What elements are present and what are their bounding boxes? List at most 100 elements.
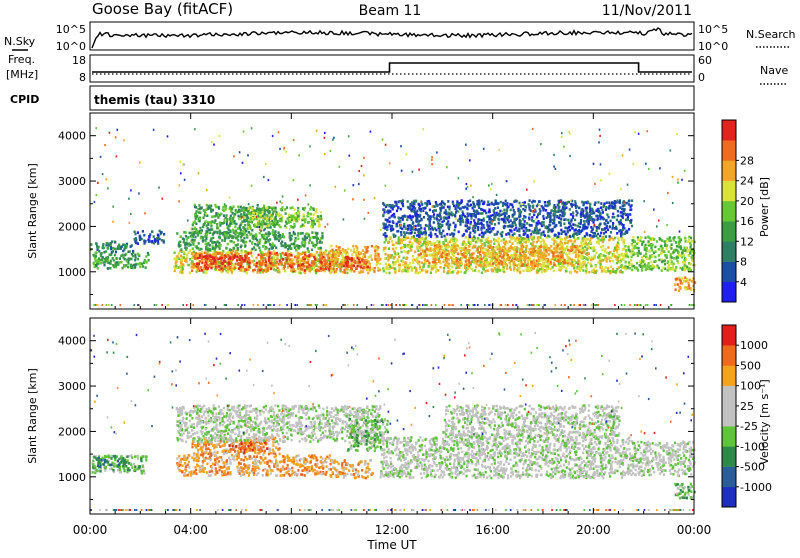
heatmap-cell: [474, 230, 476, 233]
heatmap-cell: [286, 206, 288, 209]
heatmap-cell: [252, 212, 254, 215]
heatmap-cell: [311, 221, 313, 224]
heatmap-cell: [203, 223, 205, 226]
heatmap-cell: [443, 219, 445, 222]
heatmap-cell: [509, 240, 511, 243]
heatmap-cell: [518, 234, 520, 237]
heatmap-cell: [126, 260, 128, 263]
heatmap-cell: [451, 271, 453, 274]
heatmap-cell: [257, 269, 259, 272]
heatmap-cell: [145, 266, 147, 269]
heatmap-cell: [208, 229, 210, 232]
heatmap-cell: [304, 241, 306, 244]
heatmap-cell: [439, 212, 441, 215]
heatmap-cell: [257, 222, 259, 225]
heatmap-cell: [290, 260, 292, 263]
heatmap-cell: [447, 220, 449, 223]
heatmap-cell: [300, 253, 302, 256]
heatmap-cell: [382, 214, 384, 217]
heatmap-cell: [226, 214, 228, 217]
heatmap-cell: [290, 269, 292, 272]
heatmap-cell: [456, 248, 458, 251]
heatmap-cell: [572, 211, 574, 214]
heatmap-cell: [251, 207, 253, 210]
heatmap-cell: [422, 231, 424, 234]
heatmap-cell: [275, 247, 277, 250]
heatmap-cell: [367, 246, 369, 249]
heatmap-cell: [317, 215, 319, 218]
heatmap-cell: [183, 251, 185, 254]
heatmap-cell: [571, 249, 573, 252]
heatmap-cell: [541, 205, 543, 208]
heatmap-cell: [413, 211, 415, 214]
heatmap-cell: [217, 241, 219, 244]
heatmap-cell: [313, 256, 315, 259]
heatmap-cell: [402, 264, 404, 267]
heatmap-cell: [137, 231, 139, 234]
heatmap-cell: [589, 203, 591, 206]
heatmap-cell: [263, 269, 265, 272]
heatmap-cell: [472, 239, 474, 242]
heatmap-cell: [244, 224, 246, 227]
heatmap-cell: [134, 233, 136, 236]
heatmap-cell: [261, 264, 263, 267]
heatmap-cell: [353, 264, 355, 267]
heatmap-cell: [182, 268, 184, 271]
heatmap-cell: [161, 239, 163, 242]
heatmap-cell: [590, 237, 592, 240]
heatmap-cell: [402, 260, 404, 263]
heatmap-cell: [313, 263, 315, 266]
heatmap-cell: [432, 255, 434, 258]
heatmap-cell: [110, 260, 112, 263]
heatmap-cell: [183, 256, 185, 259]
heatmap-cell: [493, 242, 495, 245]
heatmap-cell: [454, 225, 456, 228]
heatmap-cell: [495, 264, 497, 267]
heatmap-cell: [237, 206, 239, 209]
heatmap-cell: [230, 215, 232, 218]
heatmap-cell: [221, 222, 223, 225]
power-heatmap-cells: [90, 127, 696, 306]
heatmap-cell: [581, 209, 583, 212]
heatmap-cell: [231, 271, 233, 274]
heatmap-cell: [557, 259, 559, 262]
heatmap-cell: [277, 235, 279, 238]
heatmap-cell: [597, 261, 599, 264]
heatmap-cell: [431, 249, 433, 252]
heatmap-cell: [557, 255, 559, 258]
heatmap-cell: [552, 255, 554, 258]
heatmap-cell: [327, 263, 329, 266]
heatmap-cell: [605, 266, 607, 269]
heatmap-cell: [436, 240, 438, 243]
heatmap-cell: [384, 227, 386, 230]
heatmap-cell: [382, 222, 384, 225]
heatmap-cell: [315, 218, 317, 221]
heatmap-cell: [466, 224, 468, 227]
heatmap-cell: [391, 215, 393, 218]
heatmap-cell: [196, 230, 198, 233]
heatmap-cell: [572, 223, 574, 226]
heatmap-cell: [207, 249, 209, 252]
heatmap-cell: [233, 241, 235, 244]
heatmap-cell: [394, 268, 396, 271]
heatmap-cell: [539, 249, 541, 252]
heatmap-cell: [235, 237, 237, 240]
heatmap-cell: [523, 253, 525, 256]
heatmap-cell: [274, 237, 276, 240]
heatmap-cell: [243, 209, 245, 212]
heatmap-cell: [619, 271, 621, 274]
heatmap-cell: [402, 205, 404, 208]
heatmap-cell: [440, 233, 442, 236]
heatmap-cell: [567, 249, 569, 252]
heatmap-cell: [179, 265, 181, 268]
heatmap-cell: [582, 262, 584, 265]
heatmap-cell: [156, 237, 158, 240]
heatmap-cell: [293, 243, 295, 246]
heatmap-cell: [572, 215, 574, 218]
heatmap-cell: [231, 220, 233, 223]
heatmap-cell: [218, 265, 220, 268]
heatmap-cell: [209, 244, 211, 247]
heatmap-cell: [411, 245, 413, 248]
heatmap-cell: [420, 227, 422, 230]
heatmap-cell: [387, 219, 389, 222]
